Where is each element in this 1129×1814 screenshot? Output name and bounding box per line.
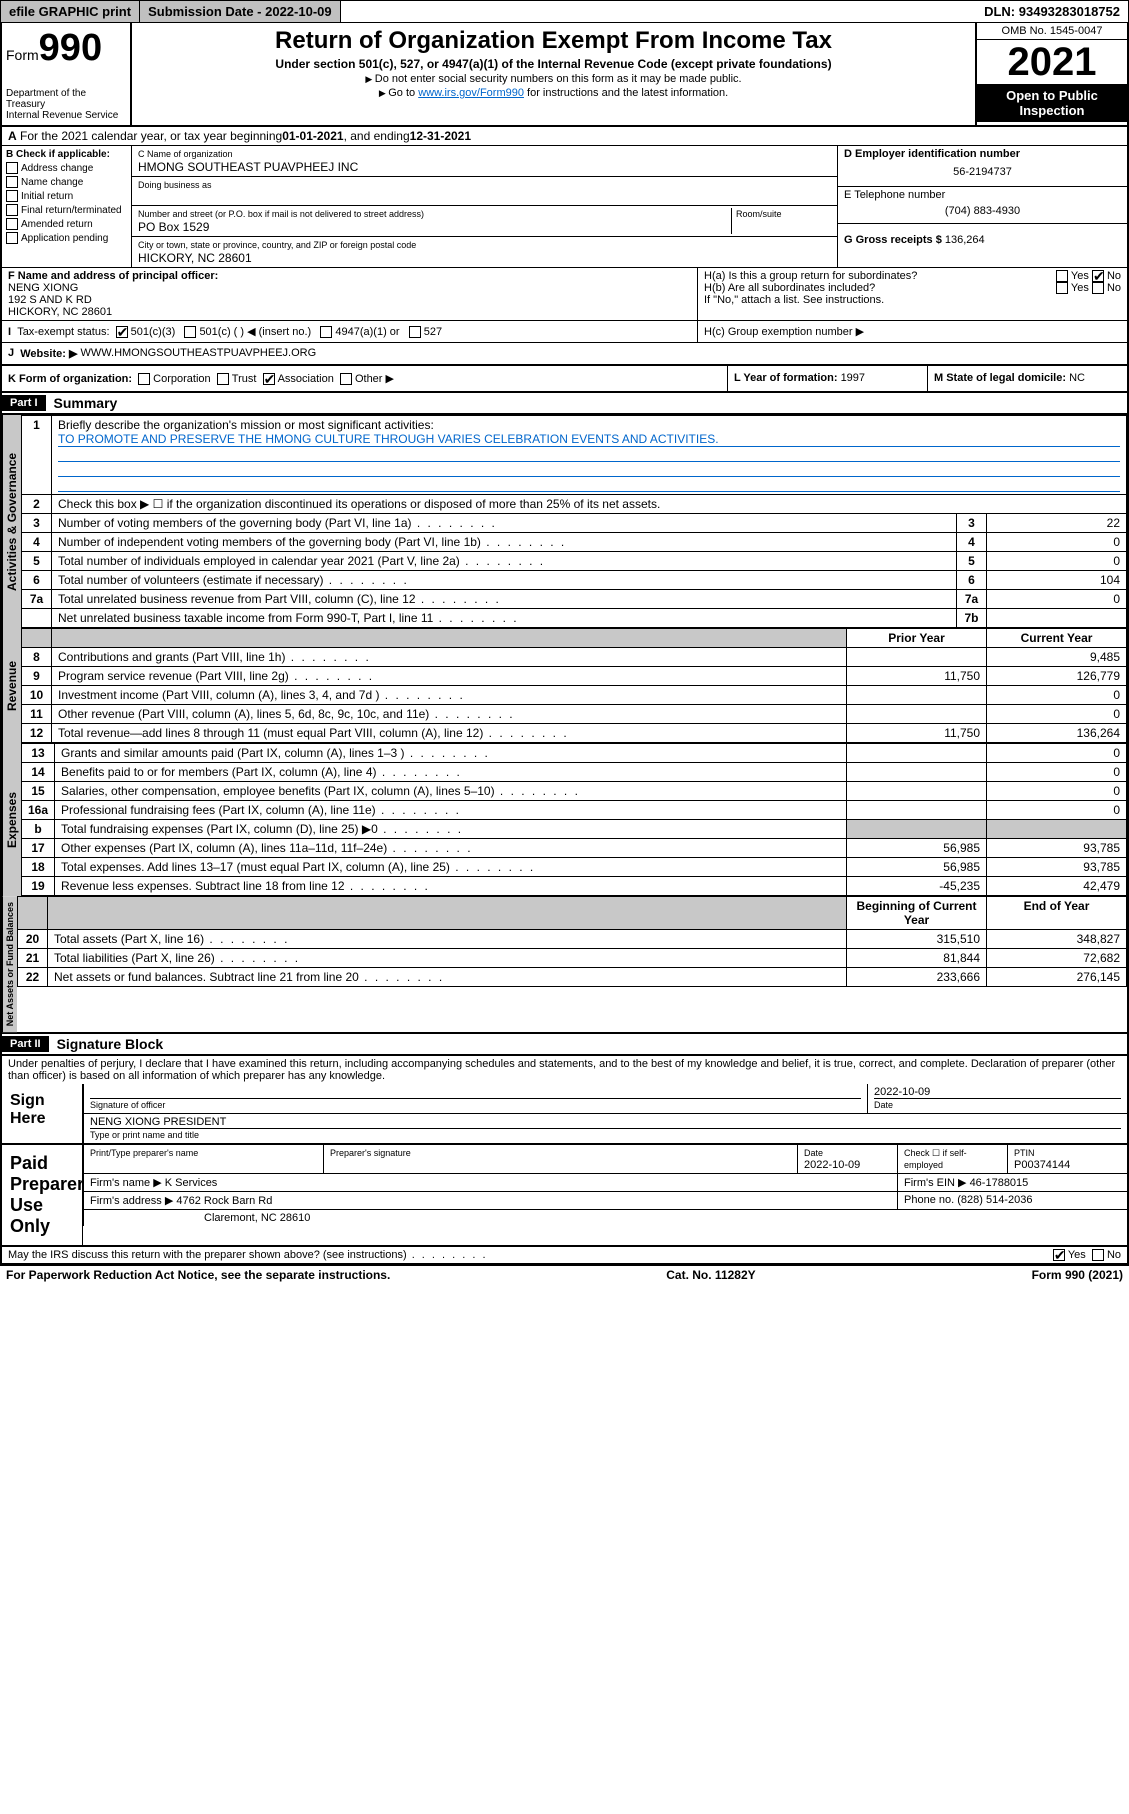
vtab-expenses: Expenses [2,743,21,896]
org-name: HMONG SOUTHEAST PUAVPHEEJ INC [138,160,358,174]
chk-501c3[interactable] [116,326,128,338]
expenses-table: 13Grants and similar amounts paid (Part … [21,743,1127,896]
website-row: J Website: ▶ WWW.HMONGSOUTHEASTPUAVPHEEJ… [0,343,1129,366]
dln: DLN: 93493283018752 [976,1,1128,22]
line-a: A For the 2021 calendar year, or tax yea… [0,127,1129,146]
box-k: K Form of organization: Corporation Trus… [2,366,727,391]
website-value: WWW.HMONGSOUTHEASTPUAVPHEEJ.ORG [80,347,316,360]
firm-address: 4762 Rock Barn Rd [176,1195,272,1207]
box-l: L Year of formation: 1997 [727,366,927,391]
chk-527[interactable] [409,326,421,338]
vtab-netassets: Net Assets or Fund Balances [2,896,17,1032]
chk-ha-yes[interactable] [1056,270,1068,282]
ein-label: D Employer identification number [844,148,1020,160]
phone-value: (704) 883-4930 [844,201,1121,221]
top-bar: efile GRAPHIC print Submission Date - 20… [0,0,1129,23]
revenue-table: Prior YearCurrent Year8Contributions and… [21,628,1127,743]
irs-link[interactable]: www.irs.gov/Form990 [418,87,524,99]
box-h: H(a) Is this a group return for subordin… [697,268,1127,320]
chk-discuss-no[interactable] [1092,1249,1104,1261]
chk-amended[interactable] [6,218,18,230]
org-city: HICKORY, NC 28601 [138,251,252,265]
vtab-revenue: Revenue [2,628,21,743]
chk-discuss-yes[interactable] [1053,1249,1065,1261]
firm-name: K Services [165,1177,218,1189]
open-to-public: Open to Public Inspection [977,84,1127,122]
netassets-table: Beginning of Current YearEnd of Year20To… [17,896,1127,987]
omb-number: OMB No. 1545-0047 [977,23,1127,40]
paid-preparer-block: Paid Preparer Use Only Print/Type prepar… [0,1145,1129,1247]
discuss-row: May the IRS discuss this return with the… [0,1247,1129,1265]
box-c: C Name of organizationHMONG SOUTHEAST PU… [132,146,837,267]
dept-treasury: Department of the Treasury Internal Reve… [6,88,126,121]
ein-value: 56-2194737 [844,160,1121,184]
form-number: Form990 [6,27,126,70]
chk-address[interactable] [6,162,18,174]
submission-date: Submission Date - 2022-10-09 [140,1,341,22]
org-address: PO Box 1529 [138,220,209,234]
phone-label: E Telephone number [844,189,945,201]
chk-assoc[interactable] [263,373,275,385]
part2-header: Part II Signature Block [0,1034,1129,1056]
governance-table: 1 Briefly describe the organization's mi… [21,415,1127,628]
box-m: M State of legal domicile: NC [927,366,1127,391]
part1-header: Part I Summary [0,393,1129,415]
page-footer: For Paperwork Reduction Act Notice, see … [0,1265,1129,1284]
gross-receipts: 136,264 [945,234,985,246]
form-title: Return of Organization Exempt From Incom… [140,27,967,55]
firm-phone: (828) 514-2036 [957,1194,1032,1206]
chk-501c[interactable] [184,326,196,338]
efile-link[interactable]: efile GRAPHIC print [1,1,140,22]
chk-4947[interactable] [320,326,332,338]
sign-block: Sign Here Signature of officer 2022-10-0… [0,1084,1129,1145]
box-hc: H(c) Group exemption number ▶ [697,321,1127,342]
sign-here-label: Sign Here [2,1084,82,1143]
instructions-link-row: Go to www.irs.gov/Form990 for instructio… [140,87,967,99]
box-f: F Name and address of principal officer:… [2,268,697,320]
form-header: Form990 Department of the Treasury Inter… [0,23,1129,127]
chk-ha-no[interactable] [1092,270,1104,282]
vtab-governance: Activities & Governance [2,415,21,628]
chk-name[interactable] [6,176,18,188]
ptin: P00374144 [1014,1159,1070,1171]
chk-final[interactable] [6,204,18,216]
mission-text: TO PROMOTE AND PRESERVE THE HMONG CULTUR… [58,432,1120,447]
tax-year: 2021 [977,40,1127,84]
signer-name: NENG XIONG PRESIDENT [90,1116,226,1128]
paid-preparer-label: Paid Preparer Use Only [2,1145,82,1245]
form-subtitle: Under section 501(c), 527, or 4947(a)(1)… [140,57,967,71]
ssn-warning: Do not enter social security numbers on … [140,73,967,85]
chk-hb-yes[interactable] [1056,282,1068,294]
firm-ein: 46-1788015 [970,1177,1029,1189]
chk-corp[interactable] [138,373,150,385]
chk-pending[interactable] [6,232,18,244]
chk-hb-no[interactable] [1092,282,1104,294]
chk-initial[interactable] [6,190,18,202]
tax-exempt-row: I Tax-exempt status: 501(c)(3) 501(c) ( … [2,321,697,342]
gross-receipts-label: G Gross receipts $ [844,234,945,246]
box-b: B Check if applicable: Address change Na… [2,146,132,267]
chk-trust[interactable] [217,373,229,385]
penalty-text: Under penalties of perjury, I declare th… [0,1056,1129,1084]
chk-other[interactable] [340,373,352,385]
